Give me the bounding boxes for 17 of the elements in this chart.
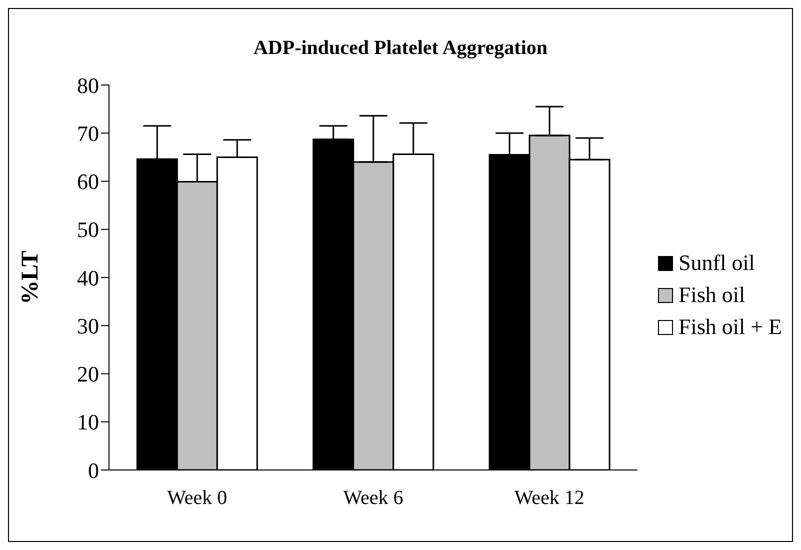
y-tick-label: 30 — [77, 313, 99, 338]
y-tick-label: 80 — [77, 72, 99, 98]
y-tick-label: 0 — [88, 458, 99, 483]
y-tick-label: 20 — [77, 362, 99, 387]
y-tick-label: 40 — [77, 265, 99, 290]
y-axis-title: %LT — [18, 250, 44, 304]
x-tick-label: Week 6 — [343, 487, 404, 510]
legend-label: Fish oil + E — [678, 314, 782, 340]
legend-label: Sunfl oil — [678, 250, 755, 276]
legend-label: Fish oil — [678, 282, 746, 308]
y-tick-label: 70 — [77, 120, 99, 146]
y-tick-label: 10 — [77, 410, 99, 435]
x-tick-label: Week 0 — [167, 487, 228, 510]
y-tick-label: 60 — [77, 169, 99, 194]
x-tick-label: Week 12 — [514, 487, 584, 510]
chart-title: ADP-induced Platelet Aggregation — [252, 37, 549, 60]
y-tick-label: 50 — [77, 217, 99, 242]
